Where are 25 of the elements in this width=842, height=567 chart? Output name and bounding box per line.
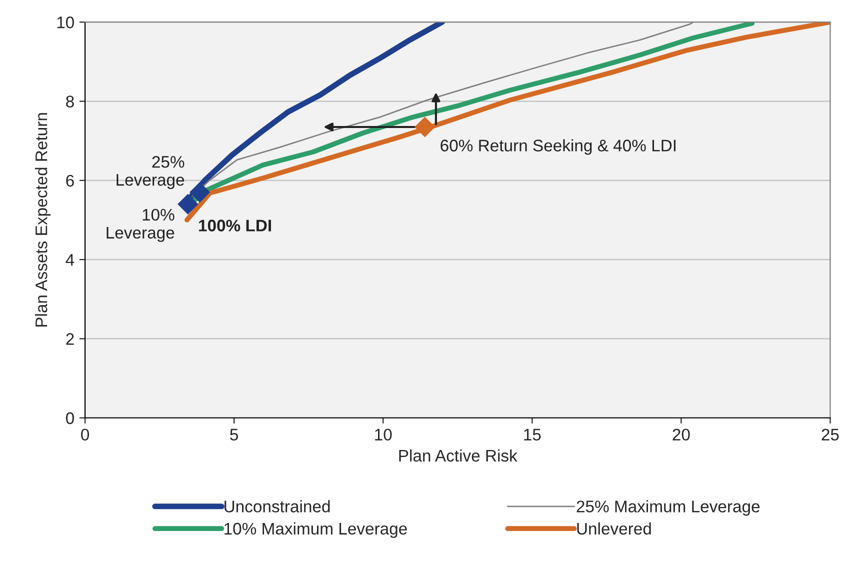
annotation: 25% Leverage: [116, 156, 184, 190]
annotation: 60% Return Seeking & 40% LDI: [440, 139, 676, 155]
y-tick-label: 4: [66, 254, 74, 266]
y-tick-label: 6: [66, 174, 74, 187]
legend-label: 10% Maximum Leverage: [224, 522, 407, 538]
x-tick-label: 20: [672, 428, 690, 441]
point: [178, 194, 198, 214]
y-tick-label: 10: [57, 16, 74, 28]
legend-label: 25% Maximum Leverage: [576, 500, 760, 516]
point: [190, 182, 210, 203]
point: [414, 116, 436, 138]
x-tick-label: 10: [375, 428, 392, 441]
legend-label: Unconstrained: [224, 500, 330, 512]
x-tick-label: 15: [524, 428, 541, 441]
x-tick-label: 25: [822, 428, 839, 441]
annotation: 10% Leverage: [106, 208, 174, 242]
y-tick-label: 2: [66, 333, 74, 345]
x-tick-label: 5: [230, 428, 238, 441]
y-axis-title: Plan Assets Expected Return: [34, 113, 51, 327]
x-axis-title: Plan Active Risk: [399, 449, 518, 462]
annotation: 100% LDI: [199, 220, 271, 232]
y-tick-label: 0: [66, 412, 74, 424]
x-tick-label: 0: [81, 428, 90, 441]
y-tick-label: 8: [66, 96, 74, 108]
legend-label: Unlevered: [577, 522, 651, 535]
